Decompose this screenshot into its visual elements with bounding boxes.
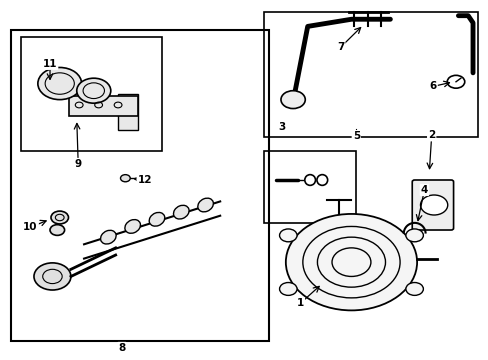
Bar — [118, 94, 137, 130]
Text: 8: 8 — [118, 343, 125, 353]
Text: 10: 10 — [23, 222, 38, 232]
Circle shape — [120, 175, 130, 182]
Bar — [21, 37, 162, 152]
Text: 6: 6 — [428, 81, 436, 91]
Ellipse shape — [101, 230, 116, 244]
Circle shape — [38, 67, 81, 100]
Ellipse shape — [198, 198, 213, 212]
Bar — [11, 30, 268, 341]
Circle shape — [405, 229, 423, 242]
Circle shape — [281, 91, 305, 109]
Circle shape — [405, 283, 423, 296]
Circle shape — [279, 283, 296, 296]
Bar — [264, 12, 477, 137]
Text: 12: 12 — [137, 175, 152, 185]
Circle shape — [50, 225, 64, 235]
Text: 11: 11 — [42, 59, 57, 69]
Text: 9: 9 — [75, 159, 81, 169]
Bar — [69, 96, 137, 116]
Circle shape — [77, 78, 111, 103]
Circle shape — [51, 211, 68, 224]
Ellipse shape — [124, 220, 140, 233]
Circle shape — [34, 263, 71, 290]
Ellipse shape — [149, 212, 164, 226]
Text: 1: 1 — [296, 298, 304, 308]
Bar — [264, 152, 356, 223]
Circle shape — [279, 229, 296, 242]
FancyBboxPatch shape — [411, 180, 453, 230]
Circle shape — [420, 195, 447, 215]
Ellipse shape — [173, 205, 189, 219]
Text: 2: 2 — [427, 130, 434, 140]
Text: 4: 4 — [420, 185, 427, 195]
Text: 7: 7 — [336, 42, 344, 52]
Circle shape — [285, 214, 416, 310]
Text: 5: 5 — [352, 131, 359, 141]
Text: 3: 3 — [278, 122, 285, 132]
